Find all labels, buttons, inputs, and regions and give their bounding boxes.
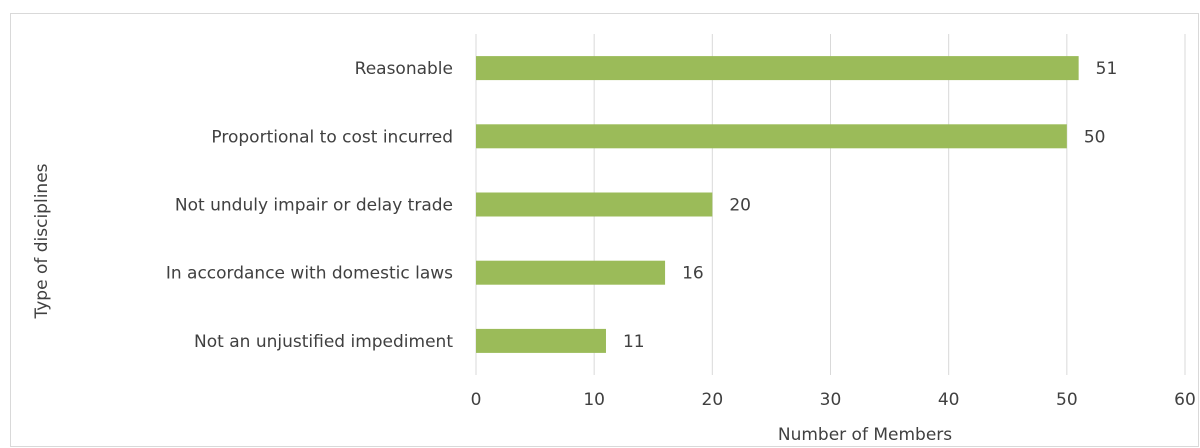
x-tick-label-0: 0 <box>471 390 482 410</box>
x-tick-label-3: 30 <box>820 390 842 410</box>
x-tick-label-4: 40 <box>938 390 960 410</box>
bar-4 <box>476 329 606 353</box>
x-tick-label-6: 60 <box>1174 390 1196 410</box>
bar-3 <box>476 261 665 285</box>
x-tick-label-2: 20 <box>702 390 724 410</box>
y-axis-title: Type of disciplines <box>32 163 52 319</box>
category-label-2: Not unduly impair or delay trade <box>175 196 453 216</box>
data-label-0: 51 <box>1096 59 1118 79</box>
data-label-1: 50 <box>1084 127 1106 147</box>
bar-1 <box>476 124 1067 148</box>
category-label-0: Reasonable <box>355 59 453 79</box>
x-tick-labels: 0 10 20 30 40 50 60 <box>471 390 1196 410</box>
data-label-2: 20 <box>729 196 751 216</box>
bar-2 <box>476 193 712 217</box>
data-label-4: 11 <box>623 332 645 352</box>
x-axis-title: Number of Members <box>778 425 952 445</box>
data-label-3: 16 <box>682 264 704 284</box>
x-tick-label-5: 50 <box>1056 390 1078 410</box>
category-label-3: In accordance with domestic laws <box>166 264 453 284</box>
bars <box>476 56 1079 353</box>
category-label-4: Not an unjustified impediment <box>194 332 453 352</box>
x-tick-label-1: 10 <box>583 390 605 410</box>
category-label-1: Proportional to cost incurred <box>211 127 453 147</box>
bar-0 <box>476 56 1079 80</box>
category-labels: Reasonable Proportional to cost incurred N… <box>166 59 453 352</box>
